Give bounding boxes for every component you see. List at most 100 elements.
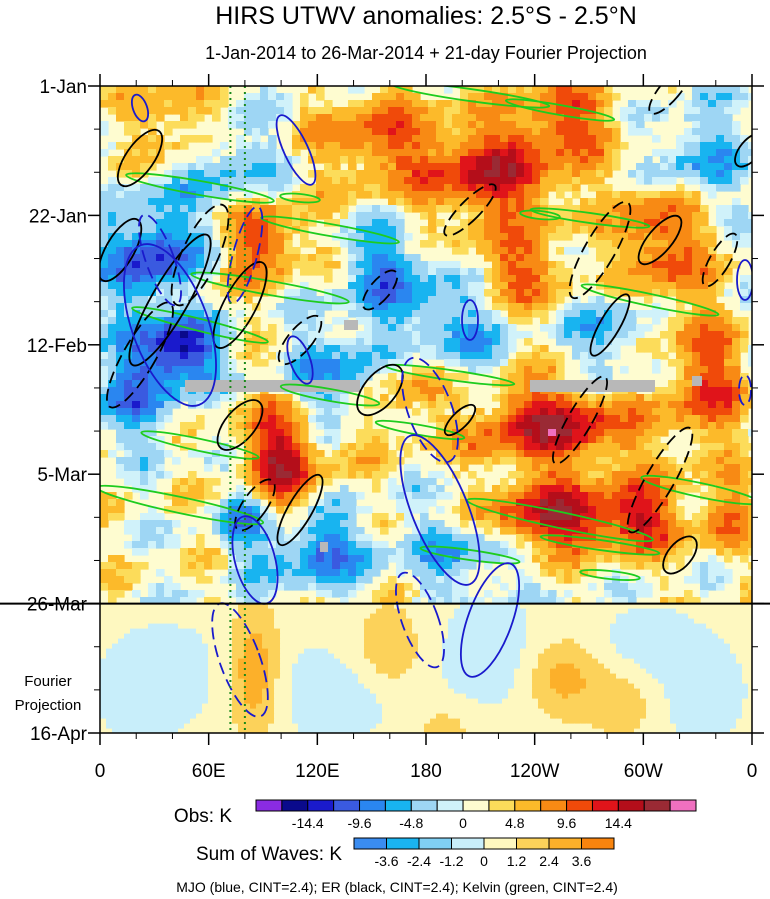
obs-cell <box>436 520 445 528</box>
obs-cell <box>308 191 317 199</box>
obs-cell <box>268 191 277 199</box>
obs-cell <box>572 212 581 220</box>
obs-cell <box>564 156 573 164</box>
obs-cell <box>124 226 133 234</box>
projection-cell <box>634 603 641 610</box>
obs-cell <box>324 513 333 521</box>
obs-cell <box>676 415 685 423</box>
obs-cell <box>108 226 117 234</box>
obs-cell <box>620 289 629 297</box>
obs-cell <box>444 240 453 248</box>
obs-cell <box>228 296 237 304</box>
obs-cell <box>284 198 293 206</box>
obs-cell <box>292 408 301 416</box>
obs-cell <box>748 583 752 591</box>
obs-cell <box>100 499 109 507</box>
obs-cell <box>164 86 173 94</box>
obs-cell <box>620 429 629 437</box>
obs-cell <box>500 198 509 206</box>
obs-cell <box>428 226 437 234</box>
obs-cell <box>220 324 229 332</box>
obs-cell <box>676 170 685 178</box>
obs-cell <box>180 485 189 493</box>
obs-cell <box>108 387 117 395</box>
obs-cell <box>124 212 133 220</box>
projection-cell <box>178 608 185 615</box>
obs-cell <box>148 394 157 402</box>
obs-cell <box>212 149 221 157</box>
obs-cell <box>188 499 197 507</box>
obs-cell <box>412 597 421 605</box>
obs-cell <box>340 408 349 416</box>
obs-cell <box>612 345 621 353</box>
obs-cell <box>708 268 717 276</box>
obs-cell <box>700 520 709 528</box>
obs-cell <box>228 429 237 437</box>
obs-cell <box>540 429 549 437</box>
obs-cell <box>620 436 629 444</box>
obs-cell <box>156 247 165 255</box>
obs-cell <box>148 359 157 367</box>
obs-cell <box>636 443 645 451</box>
obs-cell <box>468 471 477 479</box>
obs-cell <box>612 156 621 164</box>
obs-cell <box>332 569 341 577</box>
obs-cell <box>276 471 285 479</box>
obs-cell <box>548 289 557 297</box>
obs-cell <box>500 331 509 339</box>
obs-cell <box>660 289 669 297</box>
obs-cell <box>500 86 509 94</box>
obs-cell <box>268 107 277 115</box>
obs-cell <box>668 527 677 535</box>
projection-cell <box>508 603 515 610</box>
obs-cell <box>356 240 365 248</box>
obs-cell <box>708 226 717 234</box>
obs-cell <box>732 86 741 94</box>
obs-cell <box>420 156 429 164</box>
obs-cell <box>532 590 541 598</box>
obs-cell <box>252 534 261 542</box>
obs-cell <box>548 324 557 332</box>
obs-cell <box>428 485 437 493</box>
obs-cell <box>532 156 541 164</box>
projection-cell <box>196 603 203 610</box>
obs-cell <box>636 240 645 248</box>
obs-cell <box>420 562 429 570</box>
obs-cell <box>252 345 261 353</box>
obs-cell <box>388 380 397 388</box>
obs-cell <box>188 345 197 353</box>
obs-cell <box>492 352 501 360</box>
obs-cell <box>660 576 669 584</box>
obs-cell <box>492 247 501 255</box>
obs-cell <box>404 324 413 332</box>
obs-cell <box>724 324 733 332</box>
obs-cell <box>332 191 341 199</box>
obs-cell <box>172 541 181 549</box>
obs-cell <box>484 590 493 598</box>
obs-cell <box>612 128 621 136</box>
obs-cell <box>588 135 597 143</box>
obs-cell <box>580 485 589 493</box>
obs-cell <box>420 191 429 199</box>
obs-cell <box>244 254 253 262</box>
obs-cell <box>532 415 541 423</box>
obs-cell <box>500 520 509 528</box>
obs-cell <box>252 156 261 164</box>
obs-cell <box>388 121 397 129</box>
obs-cell <box>436 380 445 388</box>
obs-cell <box>660 387 669 395</box>
obs-cell <box>556 436 565 444</box>
obs-cell <box>516 429 525 437</box>
obs-cell <box>284 366 293 374</box>
obs-cell <box>404 541 413 549</box>
obs-cell <box>236 310 245 318</box>
obs-cell <box>524 261 533 269</box>
obs-cell <box>740 205 749 213</box>
obs-cell <box>564 408 573 416</box>
obs-cell <box>172 275 181 283</box>
obs-cell <box>676 142 685 150</box>
obs-cell <box>740 93 749 101</box>
obs-cell <box>580 121 589 129</box>
obs-cell <box>628 219 637 227</box>
obs-cell <box>652 219 661 227</box>
